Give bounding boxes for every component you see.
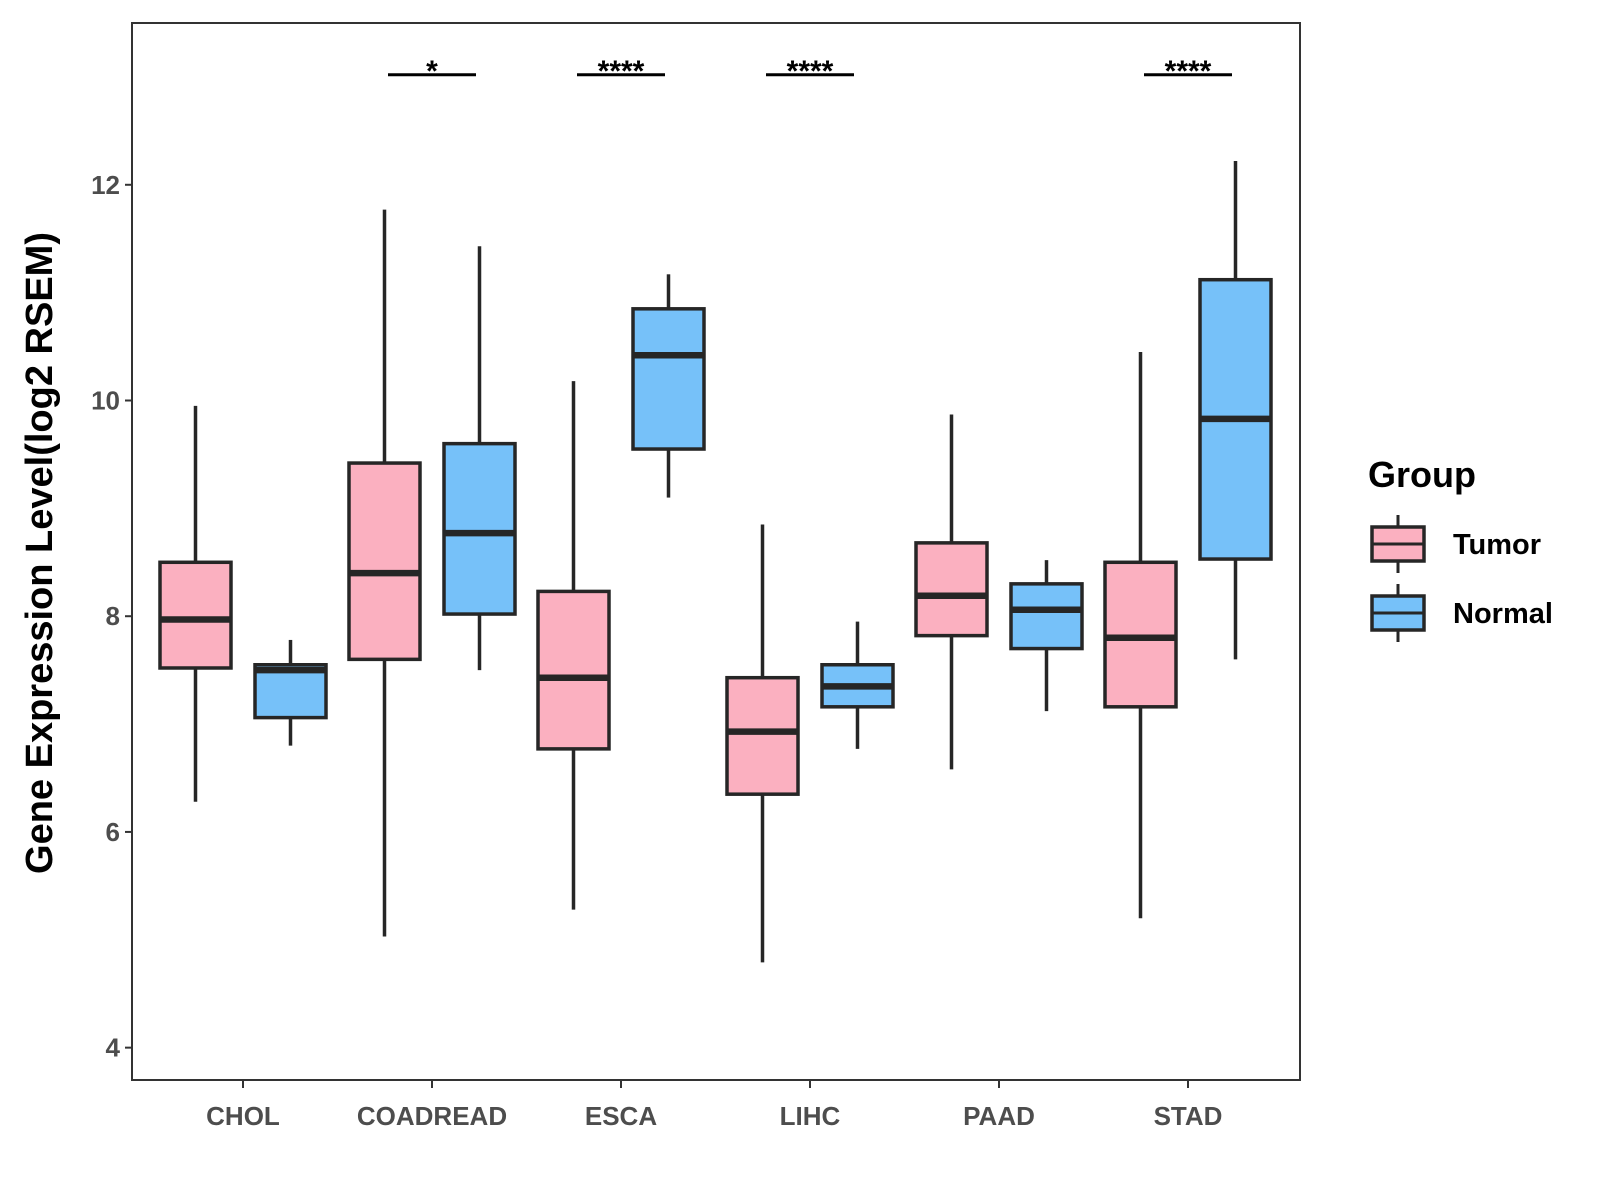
box-normal-paad [1009, 560, 1084, 712]
box-tumor-esca [536, 381, 611, 910]
significance-label-stad: **** [1165, 55, 1212, 88]
box-tumor-chol [158, 405, 233, 802]
box-normal-stad [1198, 161, 1273, 660]
y-tick-label: 10 [91, 386, 120, 416]
box-body [631, 307, 706, 451]
legend-item-tumor: Tumor [1370, 515, 1541, 573]
x-tick-label-paad: PAAD [963, 1101, 1035, 1131]
x-tick-label-coadread: COADREAD [357, 1101, 507, 1131]
box-body [442, 441, 517, 616]
x-tick-label-lihc: LIHC [780, 1101, 841, 1131]
box-normal-coadread [442, 246, 517, 671]
legend-title: Group [1368, 454, 1476, 495]
y-tick-label: 12 [91, 170, 120, 200]
boxes-layer [158, 161, 1273, 963]
box-tumor-lihc [725, 524, 800, 963]
x-tick-label-stad: STAD [1154, 1101, 1223, 1131]
significance-label-esca: **** [598, 55, 645, 88]
box-normal-chol [253, 639, 328, 746]
significance-annotations: * **** **** **** [388, 55, 1232, 88]
plot-panel [131, 22, 1301, 1081]
y-tick-label: 4 [106, 1033, 121, 1063]
y-axis-title: Gene Expression Level(log2 RSEM) [19, 232, 61, 874]
significance-label-lihc: **** [787, 55, 834, 88]
legend-item-normal: Normal [1370, 584, 1553, 642]
legend-label-tumor: Tumor [1453, 529, 1541, 561]
legend-label-normal: Normal [1453, 598, 1553, 630]
box-tumor-stad [1103, 351, 1178, 919]
x-tick-label-chol: CHOL [206, 1101, 280, 1131]
box-normal-esca [631, 274, 706, 498]
box-normal-lihc [820, 621, 895, 749]
box-tumor-coadread [347, 209, 422, 937]
box-body [1009, 582, 1084, 651]
y-tick-label: 6 [106, 817, 120, 847]
box-body [725, 675, 800, 796]
box-tumor-paad [914, 414, 989, 770]
x-tick-label-esca: ESCA [585, 1101, 657, 1131]
x-axis: CHOL COADREAD ESCA LIHC PAAD STAD [206, 1080, 1222, 1131]
box-body [536, 589, 611, 751]
legend[interactable]: Group Tumor Normal [1368, 454, 1553, 642]
box-body [253, 663, 328, 720]
box-body [158, 560, 233, 670]
box-body [347, 461, 422, 662]
y-axis: 4 6 8 10 12 [91, 170, 132, 1063]
y-tick-label: 8 [106, 601, 120, 631]
box-body [914, 541, 989, 638]
significance-label-coadread: * [426, 55, 438, 88]
